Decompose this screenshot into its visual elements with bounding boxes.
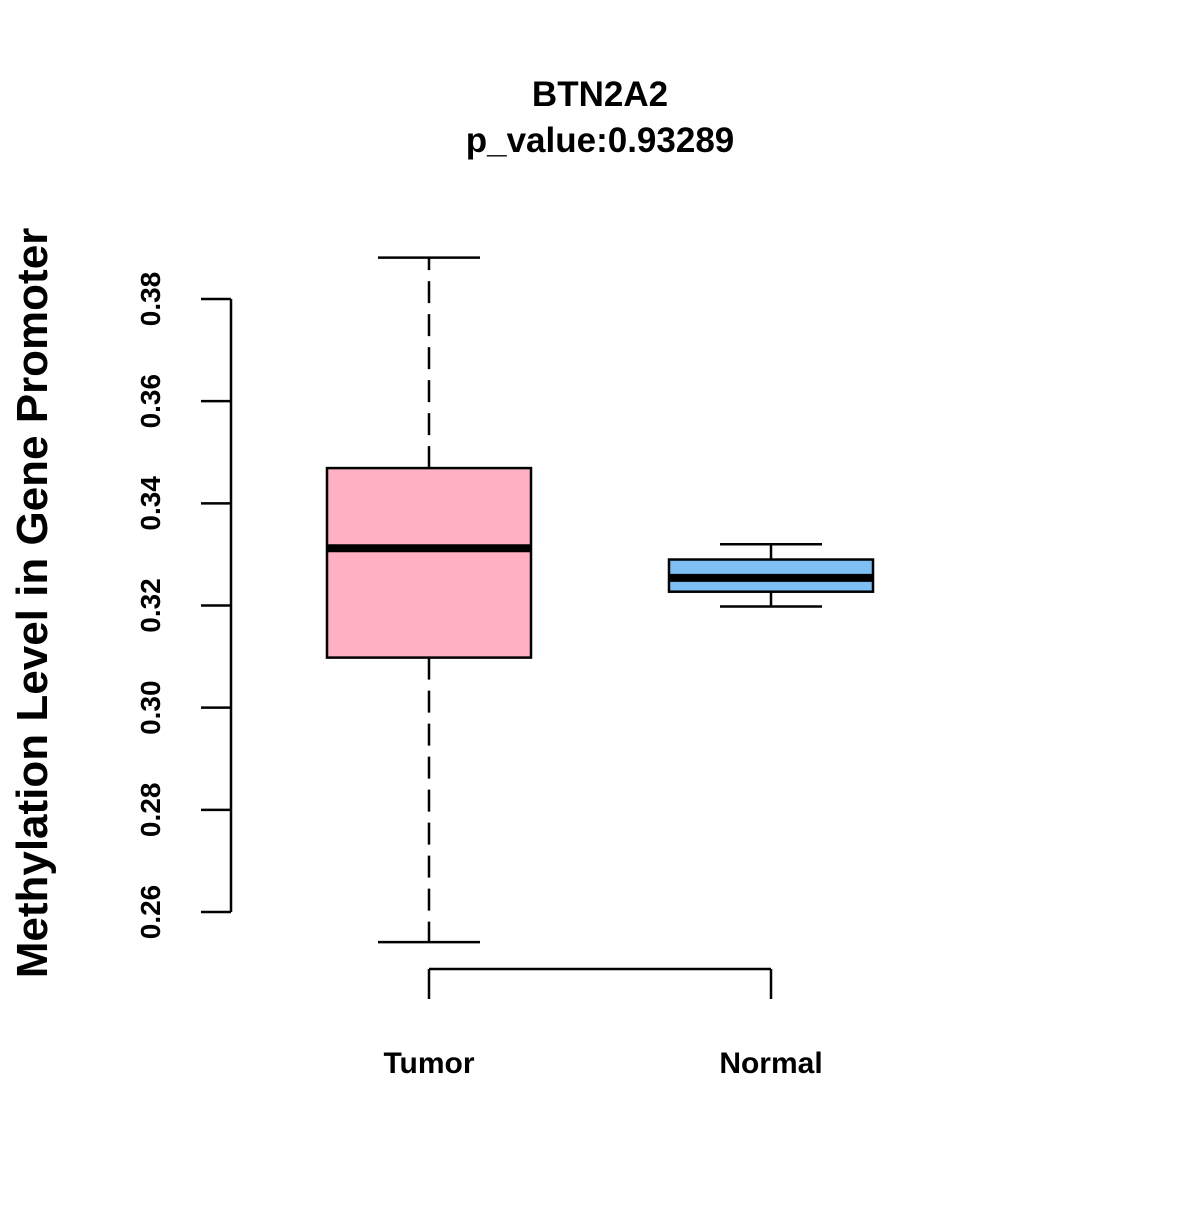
y-tick-label: 0.32 [135,578,166,633]
y-axis-label: Methylation Level in Gene Promoter [8,228,57,979]
y-tick-label: 0.36 [135,374,166,429]
x-axis: Tumor Normal [383,967,823,1080]
y-tick-label: 0.38 [135,272,166,327]
y-tick-label: 0.30 [135,680,166,735]
box-tumor [325,256,533,944]
y-tick-label: 0.28 [135,783,166,838]
y-axis: 0.26 0.28 0.30 0.32 0.34 0.36 0.38 [135,272,233,940]
chart-subtitle: p_value:0.93289 [466,121,735,160]
y-tick-label: 0.26 [135,885,166,940]
x-tick-label: Tumor [383,1047,474,1080]
y-tick-label: 0.34 [135,476,166,531]
iqr-box [325,466,533,659]
box-normal [667,542,875,608]
box-group [325,256,875,944]
chart-title: BTN2A2 [532,75,668,114]
x-tick-label: Normal [719,1047,822,1080]
